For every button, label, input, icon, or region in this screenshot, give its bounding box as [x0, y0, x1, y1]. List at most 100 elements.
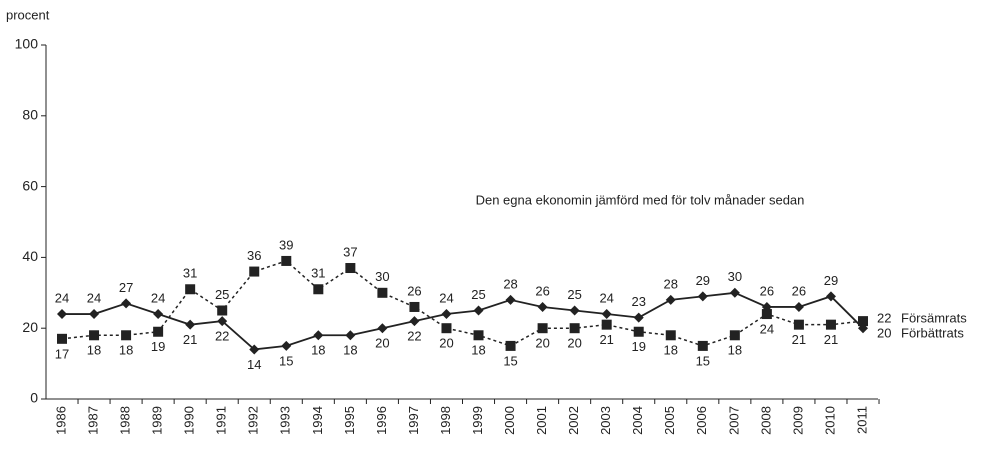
marker — [633, 312, 644, 323]
marker — [825, 291, 836, 302]
marker — [185, 319, 196, 330]
value-label: 22 — [407, 329, 421, 344]
x-tick-label: 1988 — [118, 406, 133, 435]
series-line — [61, 260, 864, 347]
value-label: 22 — [877, 311, 891, 326]
marker — [313, 284, 324, 295]
value-label: 21 — [824, 332, 838, 347]
value-label: 24 — [87, 290, 101, 305]
y-tick-label: 40 — [22, 248, 38, 264]
x-tick-label: 1999 — [470, 406, 485, 435]
y-axis-label: procent — [6, 7, 50, 22]
value-label: 31 — [311, 266, 325, 281]
x-tick-label: 2007 — [726, 406, 741, 435]
x-tick-label: 2008 — [758, 406, 773, 435]
value-label: 36 — [247, 248, 261, 263]
value-label: 22 — [215, 329, 229, 344]
x-tick-label: 2001 — [534, 406, 549, 435]
marker — [761, 309, 772, 320]
value-label: 15 — [279, 353, 293, 368]
x-tick-label: 1987 — [85, 406, 100, 435]
marker — [249, 266, 260, 277]
value-label: 18 — [664, 343, 678, 358]
marker — [57, 333, 67, 344]
marker — [281, 340, 292, 351]
value-label: 24 — [599, 290, 613, 305]
value-label: 20 — [877, 326, 891, 341]
marker — [153, 326, 164, 337]
marker — [569, 323, 580, 334]
value-label: 23 — [631, 294, 645, 309]
x-tick-label: 1997 — [406, 406, 421, 435]
value-label: 18 — [343, 343, 357, 358]
value-label: 26 — [792, 283, 806, 298]
value-label: 19 — [151, 339, 165, 354]
x-tick-label: 2004 — [630, 406, 645, 435]
value-label: 29 — [696, 273, 710, 288]
value-label: 20 — [567, 336, 581, 351]
value-label: 19 — [631, 339, 645, 354]
value-label: 28 — [664, 276, 678, 291]
value-label: 24 — [55, 290, 69, 305]
value-label: 21 — [599, 332, 613, 347]
x-tick-label: 1998 — [438, 406, 453, 435]
value-label: 30 — [375, 269, 389, 284]
value-label: 18 — [728, 343, 742, 358]
marker — [505, 340, 516, 351]
marker — [345, 330, 356, 341]
marker — [601, 309, 612, 320]
series-line — [62, 291, 864, 351]
value-label: 20 — [375, 336, 389, 351]
value-label: 24 — [151, 290, 165, 305]
marker — [153, 309, 164, 320]
marker — [441, 309, 452, 320]
value-label: 18 — [471, 343, 485, 358]
marker — [121, 298, 132, 309]
x-tick-label: 1992 — [246, 406, 261, 435]
value-label: 21 — [792, 332, 806, 347]
x-tick-label: 1986 — [53, 406, 68, 435]
x-tick-label: 2000 — [502, 406, 517, 435]
value-label: 29 — [824, 273, 838, 288]
marker — [793, 301, 804, 312]
marker — [89, 330, 100, 341]
marker — [409, 301, 420, 312]
marker — [57, 309, 67, 320]
x-tick-label: 2006 — [694, 406, 709, 435]
y-tick-label: 100 — [15, 36, 39, 52]
value-label: 18 — [87, 343, 101, 358]
value-label: 14 — [247, 357, 261, 372]
value-label: 24 — [439, 290, 453, 305]
y-tick-label: 60 — [22, 177, 38, 193]
value-label: 18 — [311, 343, 325, 358]
x-tick-label: 1990 — [182, 406, 197, 435]
x-tick-label: 2005 — [662, 406, 677, 435]
marker — [505, 294, 516, 305]
marker — [441, 323, 452, 334]
marker — [89, 309, 100, 320]
marker — [473, 305, 484, 316]
value-label: 24 — [760, 321, 774, 336]
value-label: 18 — [119, 343, 133, 358]
y-tick-label: 0 — [30, 390, 38, 406]
x-tick-label: 1995 — [342, 406, 357, 435]
marker — [569, 305, 580, 316]
marker — [697, 291, 708, 302]
x-tick-label: 2011 — [854, 406, 869, 434]
marker — [217, 305, 228, 316]
marker — [697, 340, 708, 351]
x-tick-label: 2009 — [790, 406, 805, 435]
marker — [825, 319, 836, 330]
x-tick-label: 2003 — [598, 406, 613, 435]
value-label: 30 — [728, 269, 742, 284]
value-label: 37 — [343, 244, 357, 259]
marker — [793, 319, 804, 330]
marker — [313, 330, 324, 341]
x-tick-label: 2010 — [822, 406, 837, 435]
marker — [409, 316, 420, 327]
value-label: 25 — [567, 287, 581, 302]
value-label: 25 — [471, 287, 485, 302]
marker — [249, 344, 260, 355]
value-label: 15 — [696, 353, 710, 368]
